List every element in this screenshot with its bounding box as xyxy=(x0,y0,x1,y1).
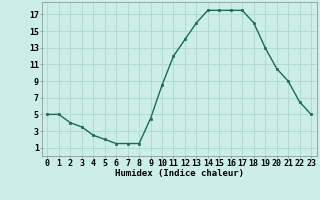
X-axis label: Humidex (Indice chaleur): Humidex (Indice chaleur) xyxy=(115,169,244,178)
